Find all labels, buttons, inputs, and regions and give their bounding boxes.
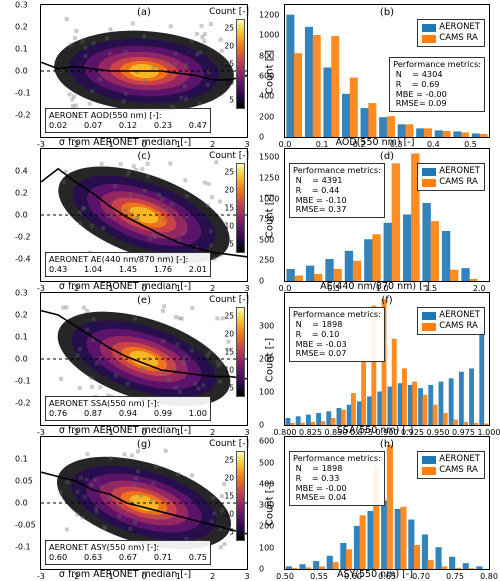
row: Δ SSA(550 nm) [-]σ from AERONET median […	[0, 288, 500, 432]
colorbar	[236, 451, 245, 541]
colorbar	[236, 307, 245, 397]
panel-letter: (c)	[137, 151, 150, 162]
histogram-plot: 0200400600800100012000.00.10.20.30.40.5(…	[284, 4, 490, 138]
panel-letter: (b)	[380, 7, 394, 18]
inset-secondary-axis: AERONET SSA(550 nm) [-]:0.760.870.940.99…	[45, 396, 211, 421]
row: Δ AE(440 nm/870 nm) [-]σ from AERONET me…	[0, 144, 500, 288]
legend: AERONETCAMS RA	[417, 163, 485, 191]
legend: AERONETCAMS RA	[417, 19, 485, 47]
figure: Δ AOD(550 nm) [-]σ from AERONET median […	[0, 0, 500, 579]
density-plot: -0.1-0.050.00.050.1-3-2-10123(g)AERONET …	[40, 436, 248, 570]
colorbar	[236, 163, 245, 253]
row: Δ AOD(550 nm) [-]σ from AERONET median […	[0, 0, 500, 144]
colorbar-label: Count [-]	[209, 7, 249, 17]
density-plot: -0.2-0.10.00.10.20.3-3-2-10123(e)AERONET…	[40, 292, 248, 426]
histogram-plot: 01002003004005006000.500.550.600.650.700…	[284, 436, 490, 570]
row: Δ ASY(550 nm) [-]σ from AERONET median […	[0, 432, 500, 576]
histogram-plot: 02505007501000125015000.00.51.01.52.0(d)…	[284, 148, 490, 282]
inset-secondary-axis: AERONET ASY(550 nm) [-]:0.600.630.670.71…	[45, 540, 211, 565]
legend: AERONETCAMS RA	[417, 307, 485, 335]
colorbar-label: Count [-]	[209, 439, 249, 449]
colorbar	[236, 19, 245, 109]
metrics-box: Performance metrics: N = 1898 R = 0.33 M…	[289, 451, 385, 506]
density-plot: -0.2-0.10.00.10.20.3-3-2-10123(a)AERONET…	[40, 4, 248, 138]
panel-letter: (g)	[137, 439, 151, 450]
panel-letter: (e)	[137, 295, 151, 306]
inset-secondary-axis: AERONET AOD(550 nm) [-]:0.020.070.120.23…	[45, 108, 211, 133]
density-plot: -0.4-0.20.00.20.4-3-2-10123(c)AERONET AE…	[40, 148, 248, 282]
panel-letter: (d)	[380, 151, 394, 162]
panel-letter: (a)	[137, 7, 151, 18]
histogram-plot: 01002003000.8000.8250.8500.8750.9000.925…	[284, 292, 490, 426]
metrics-box: Performance metrics: N = 4304 R = 0.69 M…	[389, 57, 485, 112]
panel-letter: (h)	[380, 439, 394, 450]
inset-secondary-axis: AERONET AE(440 nm/870 nm) [-]:0.431.041.…	[45, 252, 211, 277]
colorbar-label: Count [-]	[209, 295, 249, 305]
legend: AERONETCAMS RA	[417, 451, 485, 479]
panel-letter: (f)	[381, 295, 392, 306]
metrics-box: Performance metrics: N = 1898 R = 0.10 M…	[289, 307, 385, 362]
metrics-box: Performance metrics: N = 4391 R = 0.44 M…	[289, 163, 385, 218]
colorbar-label: Count [-]	[209, 151, 249, 161]
